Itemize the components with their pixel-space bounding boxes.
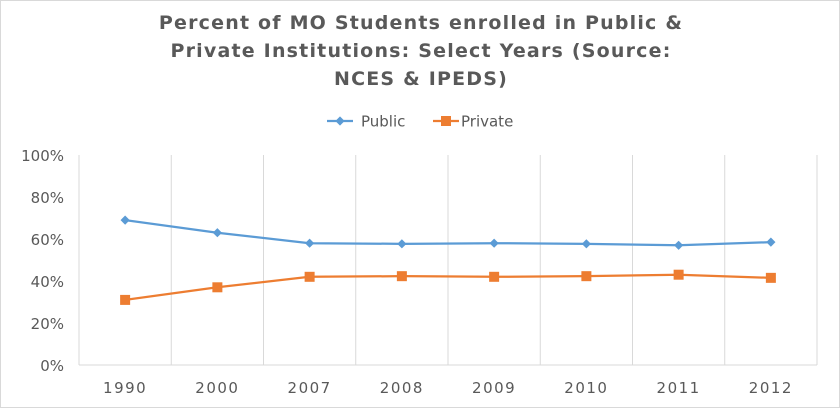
legend-item-private: Private <box>433 113 513 131</box>
series-line-public <box>124 218 771 247</box>
data-point-private <box>396 271 407 282</box>
data-point-private <box>304 271 315 282</box>
x-tick-label: 2009 <box>472 379 516 397</box>
data-point-private <box>212 282 223 293</box>
data-point-public <box>581 239 591 249</box>
x-tick-label: 2012 <box>749 379 793 397</box>
legend-marker <box>335 116 345 126</box>
series-private <box>120 269 776 305</box>
data-point-public <box>674 240 684 250</box>
series-line-private <box>124 273 771 302</box>
data-point-public <box>305 238 315 248</box>
data-point-private <box>489 271 500 282</box>
data-point-private <box>581 271 592 282</box>
legend-label: Private <box>461 113 513 131</box>
legend-item-public: Public <box>327 113 405 131</box>
data-point-public <box>489 238 499 248</box>
series-public <box>120 215 776 250</box>
data-point-public <box>397 239 407 249</box>
legend-marker <box>441 116 451 126</box>
data-point-public <box>212 228 222 238</box>
y-tick-label: 100% <box>21 147 64 165</box>
y-tick-label: 0% <box>40 357 64 375</box>
data-point-private <box>673 269 684 280</box>
y-tick-label: 20% <box>31 315 64 333</box>
y-tick-label: 40% <box>31 273 64 291</box>
x-tick-label: 2007 <box>288 379 332 397</box>
x-tick-label: 1990 <box>103 379 147 397</box>
data-point-public <box>766 237 776 247</box>
x-tick-label: 2010 <box>564 379 608 397</box>
y-tick-label: 60% <box>31 231 64 249</box>
data-point-private <box>120 294 131 305</box>
data-point-public <box>120 215 130 225</box>
data-point-private <box>765 272 776 283</box>
y-tick-label: 80% <box>31 189 64 207</box>
chart-title: Percent of MO Students enrolled in Publi… <box>158 12 684 90</box>
x-tick-label: 2008 <box>380 379 424 397</box>
legend-label: Public <box>361 113 405 131</box>
x-tick-label: 2000 <box>195 379 239 397</box>
x-tick-label: 2011 <box>657 379 701 397</box>
